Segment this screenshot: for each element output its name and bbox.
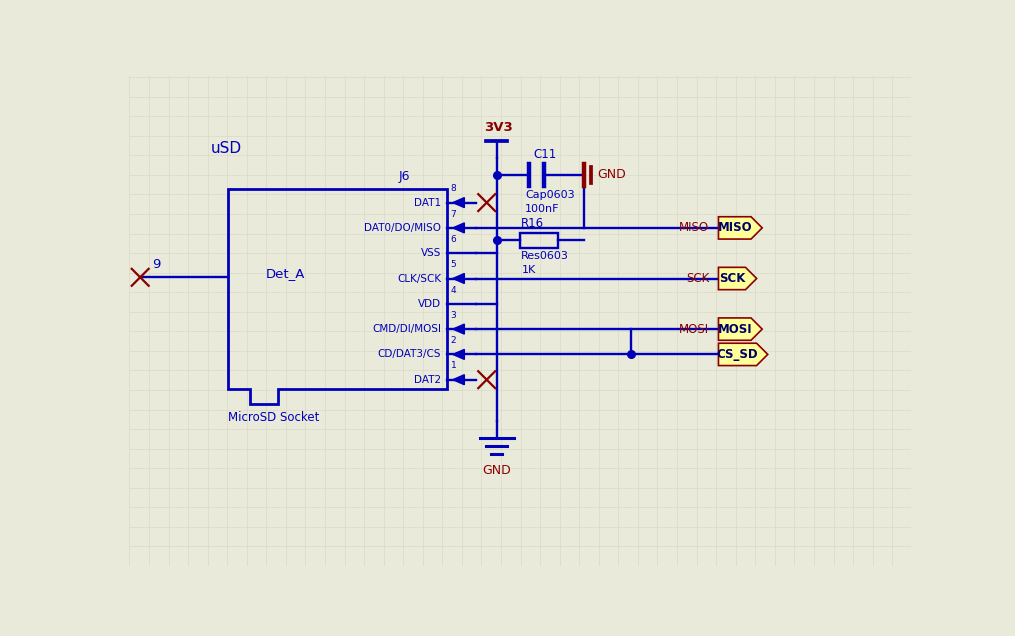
Text: Det_A: Det_A: [266, 267, 306, 280]
Bar: [520, 233, 558, 248]
Text: MISO: MISO: [679, 221, 709, 235]
Text: CD/DAT3/CS: CD/DAT3/CS: [378, 349, 442, 359]
Text: MISO: MISO: [718, 221, 752, 235]
Polygon shape: [453, 375, 464, 385]
Polygon shape: [453, 324, 464, 334]
Text: SCK: SCK: [719, 272, 745, 285]
Text: MicroSD Socket: MicroSD Socket: [228, 410, 320, 424]
Polygon shape: [453, 273, 464, 284]
Text: VDD: VDD: [418, 299, 442, 309]
Polygon shape: [453, 349, 464, 359]
Text: DAT1: DAT1: [414, 198, 442, 207]
Text: uSD: uSD: [210, 141, 242, 156]
Text: Res0603: Res0603: [522, 251, 569, 261]
Text: MOSI: MOSI: [679, 322, 709, 336]
Text: GND: GND: [597, 169, 625, 181]
Text: DAT2: DAT2: [414, 375, 442, 385]
Text: VSS: VSS: [421, 248, 442, 258]
Text: DAT0/DO/MISO: DAT0/DO/MISO: [364, 223, 442, 233]
Text: 8: 8: [451, 184, 457, 193]
Text: J6: J6: [399, 170, 410, 183]
Text: 7: 7: [451, 210, 457, 219]
Polygon shape: [719, 267, 756, 289]
Text: Cap0603: Cap0603: [525, 190, 574, 200]
Text: MOSI: MOSI: [718, 322, 752, 336]
Text: 2: 2: [451, 336, 456, 345]
Text: 1: 1: [451, 361, 457, 370]
Text: 3: 3: [451, 311, 457, 320]
Text: 100nF: 100nF: [525, 204, 559, 214]
Text: CMD/DI/MOSI: CMD/DI/MOSI: [373, 324, 442, 334]
Text: 1K: 1K: [522, 265, 536, 275]
Polygon shape: [453, 198, 464, 207]
Polygon shape: [453, 223, 464, 233]
Text: R16: R16: [522, 216, 544, 230]
Text: 9: 9: [152, 258, 161, 271]
Text: CS_SD: CS_SD: [717, 348, 758, 361]
Polygon shape: [719, 343, 767, 366]
Text: 3V3: 3V3: [484, 121, 513, 134]
Text: 5: 5: [451, 260, 457, 269]
Polygon shape: [719, 217, 762, 239]
Polygon shape: [719, 318, 762, 340]
Text: 6: 6: [451, 235, 457, 244]
Text: SCK: SCK: [686, 272, 709, 285]
Text: 4: 4: [451, 286, 456, 294]
Text: GND: GND: [482, 464, 512, 476]
Text: C11: C11: [533, 148, 556, 161]
Text: CLK/SCK: CLK/SCK: [397, 273, 442, 284]
